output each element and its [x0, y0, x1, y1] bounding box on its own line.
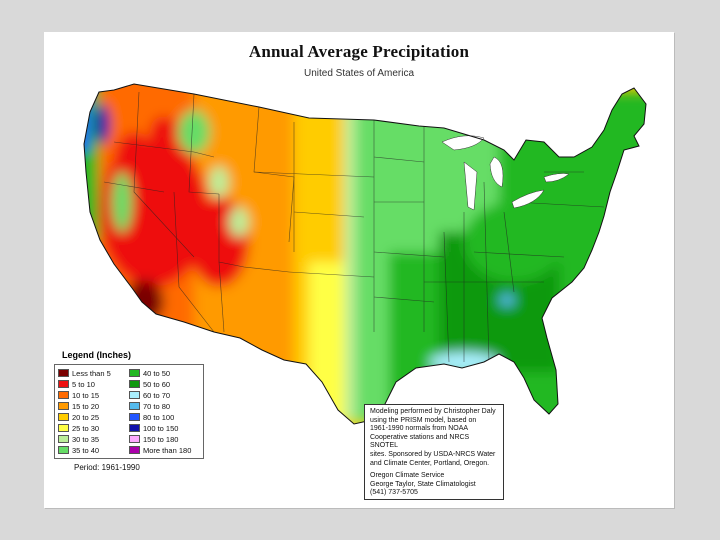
legend-swatch	[129, 380, 140, 388]
credit-line: and Climate Center, Portland, Oregon.	[370, 459, 490, 467]
credit-line: Modeling performed by Christopher Daly	[370, 408, 496, 415]
legend-swatch	[129, 413, 140, 421]
legend-item: 100 to 150	[129, 423, 200, 433]
legend-item: 80 to 100	[129, 412, 200, 422]
legend-label: More than 180	[143, 445, 192, 455]
credit-line: using the PRISM model, based on	[370, 416, 477, 424]
great-lakes	[441, 135, 570, 211]
legend-item: 15 to 20	[58, 401, 129, 411]
legend-swatch	[58, 391, 69, 399]
legend-title: Legend (Inches)	[62, 350, 132, 360]
legend-item: More than 180	[129, 445, 200, 455]
legend-label: 60 to 70	[143, 390, 171, 400]
legend-label: 100 to 150	[143, 423, 179, 433]
contact-line: (541) 737-5705	[370, 489, 418, 497]
legend-swatch	[58, 413, 69, 421]
legend-label: 50 to 60	[143, 379, 171, 389]
legend-item: 50 to 60	[129, 379, 200, 389]
legend-swatch	[58, 424, 69, 432]
credit-line: sites. Sponsored by USDA-NRCS Water	[370, 450, 496, 458]
legend-item: Less than 5	[58, 368, 129, 378]
legend-label: 150 to 180	[143, 434, 179, 444]
precipitation-map	[83, 83, 647, 425]
legend-label: 25 to 30	[72, 423, 100, 433]
legend-item: 60 to 70	[129, 390, 200, 400]
legend-swatch	[129, 446, 140, 454]
legend-label: 20 to 25	[72, 412, 100, 422]
legend-item: 10 to 15	[58, 390, 129, 400]
contact-line: Oregon Climate Service	[370, 472, 445, 480]
legend-label: 5 to 10	[72, 379, 95, 389]
legend-swatch	[58, 380, 69, 388]
slide-frame: Annual Average Precipitation United Stat…	[44, 32, 674, 508]
map-subtitle: United States of America	[303, 68, 415, 79]
contact-line: George Taylor, State Climatologist	[370, 480, 476, 488]
legend-item: 5 to 10	[58, 379, 129, 389]
legend-swatch	[129, 391, 140, 399]
legend: Legend (Inches) Less than 5 40 to 50 5 t…	[54, 350, 204, 472]
legend-label: 30 to 35	[72, 434, 100, 444]
legend-period: Period: 1961-1990	[74, 463, 140, 472]
credit-line: Cooperative stations and NRCS SNOTEL	[370, 433, 470, 450]
legend-label: 70 to 80	[143, 401, 171, 411]
credit-line: 1961-1990 normals from NOAA	[370, 425, 469, 433]
credit-box: Modeling performed by Christopher Daly u…	[364, 404, 504, 500]
legend-box: Less than 5 40 to 50 5 to 10 50 to 60 10…	[54, 364, 204, 459]
legend-item: 20 to 25	[58, 412, 129, 422]
legend-swatch	[129, 402, 140, 410]
legend-item: 35 to 40	[58, 445, 129, 455]
map-title: Annual Average Precipitation	[248, 42, 470, 61]
legend-label: 80 to 100	[143, 412, 175, 422]
legend-label: 15 to 20	[72, 401, 100, 411]
us-outline	[83, 83, 647, 425]
state-borders	[103, 91, 605, 363]
legend-swatch	[58, 435, 69, 443]
legend-item: 30 to 35	[58, 434, 129, 444]
legend-swatch	[129, 424, 140, 432]
legend-label: 35 to 40	[72, 445, 100, 455]
legend-swatch	[58, 402, 69, 410]
legend-label: 10 to 15	[72, 390, 100, 400]
legend-label: Less than 5	[72, 368, 111, 378]
legend-swatch	[58, 369, 69, 377]
legend-item: 70 to 80	[129, 401, 200, 411]
legend-item: 25 to 30	[58, 423, 129, 433]
legend-item: 40 to 50	[129, 368, 200, 378]
legend-swatch	[129, 369, 140, 377]
legend-label: 40 to 50	[143, 368, 171, 378]
legend-item: 150 to 180	[129, 434, 200, 444]
legend-swatch	[58, 446, 69, 454]
legend-swatch	[129, 435, 140, 443]
